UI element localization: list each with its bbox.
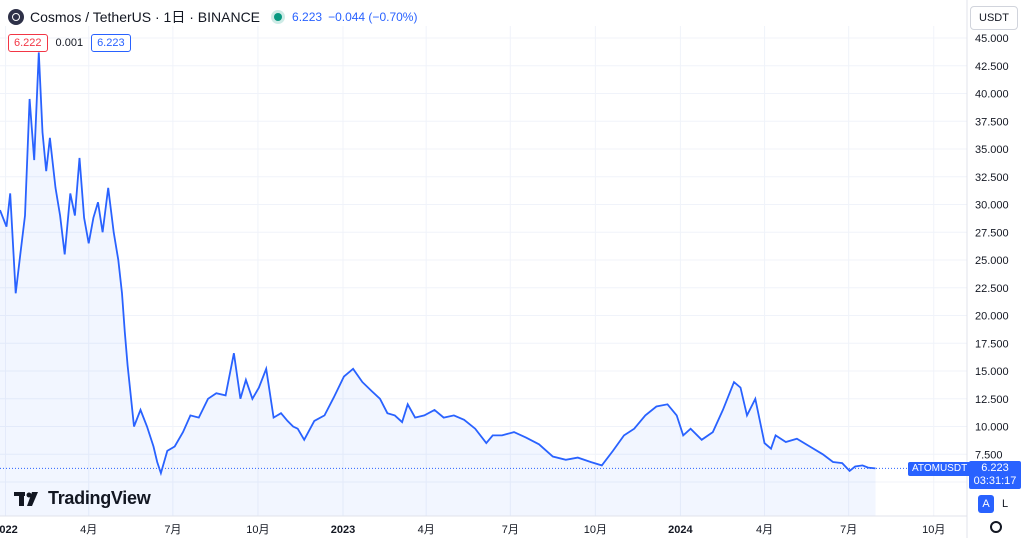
currency-selector[interactable]: USDT (970, 6, 1018, 30)
spread-value: 0.001 (55, 37, 84, 49)
y-tick-label: 25.000 (975, 255, 1009, 267)
auto-scale-button[interactable]: A (978, 495, 994, 513)
x-tick-label: 7月 (502, 524, 519, 536)
x-tick-label: 7月 (164, 524, 181, 536)
price-area-fill (0, 52, 876, 517)
x-tick-label: 4月 (756, 524, 773, 536)
time-axis[interactable]: 2022 4月 7月 10月 2023 4月 7月 10月 2024 4月 7月 10月 (0, 524, 945, 536)
cosmos-logo-icon (8, 9, 24, 25)
tradingview-logo[interactable]: TradingView (14, 488, 151, 509)
bid-ask-row: 6.222 0.001 6.223 (8, 34, 131, 52)
y-tick-label: 7.500 (975, 449, 1003, 461)
x-tick-label: 2024 (668, 524, 693, 536)
y-tick-label: 45.000 (975, 33, 1009, 45)
x-tick-label: 7月 (840, 524, 857, 536)
log-scale-button[interactable]: L (1001, 498, 1009, 510)
y-tick-label: 42.500 (975, 61, 1009, 73)
bid-price: 6.222 (8, 34, 48, 52)
y-tick-label: 20.000 (975, 311, 1009, 323)
tradingview-wordmark: TradingView (48, 488, 151, 508)
y-tick-label: 37.500 (975, 116, 1009, 128)
y-tick-label: 27.500 (975, 227, 1009, 239)
y-tick-label: 17.500 (975, 338, 1009, 350)
chart-grid (0, 26, 967, 516)
price-axis[interactable]: 45.000 42.500 40.000 37.500 35.000 32.500 30.0… (975, 33, 1009, 489)
last-price-badge: 6.223 03:31:17 (969, 461, 1021, 489)
symbol-badge: ATOMUSDT (908, 462, 972, 476)
y-tick-label: 22.500 (975, 283, 1009, 295)
price-line (0, 52, 876, 477)
y-tick-label: 30.000 (975, 200, 1009, 212)
last-price-value: 6.223 (981, 462, 1009, 474)
y-tick-label: 10.000 (975, 422, 1009, 434)
tradingview-logo-icon (14, 491, 38, 506)
x-tick-label: 10月 (922, 524, 945, 536)
x-tick-label: 2022 (0, 524, 18, 536)
y-tick-label: 35.000 (975, 144, 1009, 156)
y-tick-label: 12.500 (975, 394, 1009, 406)
x-tick-label: 4月 (418, 524, 435, 536)
current-price: 6.223 (292, 10, 323, 24)
x-tick-label: 4月 (80, 524, 97, 536)
market-status-icon[interactable] (274, 13, 283, 21)
x-tick-label: 2023 (331, 524, 355, 536)
y-tick-label: 15.000 (975, 366, 1009, 378)
y-tick-label: 32.500 (975, 172, 1009, 184)
symbol-header: Cosmos / TetherUS · 1日 · BINANCE 6.223 −… (8, 6, 417, 28)
ask-price: 6.223 (91, 34, 131, 52)
price-change: −0.044 (−0.70%) (328, 10, 418, 24)
symbol-title[interactable]: Cosmos / TetherUS · 1日 · BINANCE (30, 9, 261, 25)
x-tick-label: 10月 (584, 524, 607, 536)
settings-gear-icon[interactable] (990, 521, 1002, 533)
bar-countdown: 03:31:17 (973, 475, 1017, 487)
y-tick-label: 40.000 (975, 89, 1009, 101)
x-tick-label: 10月 (246, 524, 269, 536)
